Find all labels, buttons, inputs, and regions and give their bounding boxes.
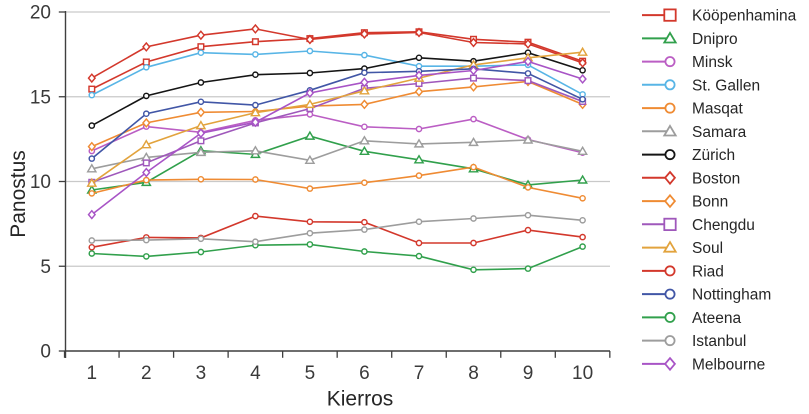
- svg-text:Zürich: Zürich: [692, 147, 735, 164]
- svg-text:Dnipro: Dnipro: [692, 31, 738, 48]
- svg-text:Samara: Samara: [692, 124, 747, 141]
- svg-text:Bonn: Bonn: [692, 194, 728, 211]
- svg-text:8: 8: [468, 363, 479, 384]
- svg-text:10: 10: [30, 172, 51, 193]
- svg-text:0: 0: [40, 342, 51, 363]
- svg-text:20: 20: [30, 3, 51, 24]
- svg-text:6: 6: [359, 363, 370, 384]
- svg-text:3: 3: [196, 363, 207, 384]
- svg-text:Ateena: Ateena: [692, 310, 742, 327]
- svg-text:Chengdu: Chengdu: [692, 217, 755, 234]
- svg-text:Panostus: Panostus: [7, 150, 30, 238]
- svg-text:Soul: Soul: [692, 240, 723, 257]
- svg-text:10: 10: [572, 363, 593, 384]
- svg-text:5: 5: [40, 257, 51, 278]
- svg-text:Melbourne: Melbourne: [692, 357, 765, 374]
- svg-text:Masqat: Masqat: [692, 101, 744, 118]
- svg-text:Boston: Boston: [692, 170, 740, 187]
- svg-text:Kierros: Kierros: [327, 388, 394, 411]
- svg-text:7: 7: [414, 363, 425, 384]
- svg-text:15: 15: [30, 87, 51, 108]
- svg-text:2: 2: [141, 363, 152, 384]
- svg-text:Nottingham: Nottingham: [692, 287, 771, 304]
- svg-text:Kööpenhamina: Kööpenhamina: [692, 8, 797, 25]
- svg-text:Riad: Riad: [692, 264, 724, 281]
- svg-text:St. Gallen: St. Gallen: [692, 77, 760, 94]
- svg-text:1: 1: [87, 363, 98, 384]
- svg-text:Istanbul: Istanbul: [692, 333, 746, 350]
- svg-text:Minsk: Minsk: [692, 54, 733, 71]
- svg-text:9: 9: [523, 363, 534, 384]
- svg-text:5: 5: [305, 363, 316, 384]
- svg-text:4: 4: [250, 363, 261, 384]
